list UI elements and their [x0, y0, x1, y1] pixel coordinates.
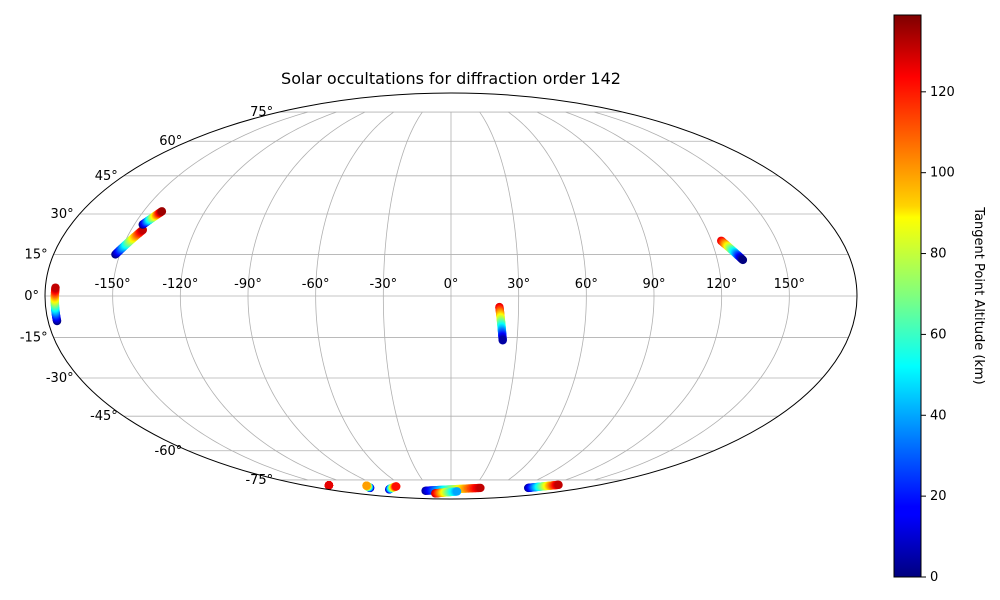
colorbar-tick-label: 80: [930, 247, 947, 262]
lat-tick-label: -45°: [90, 409, 118, 424]
scatter-point: [498, 336, 507, 345]
colorbar-tick-label: 120: [930, 85, 955, 100]
colorbar: [893, 14, 922, 578]
lat-tick-label: 15°: [25, 247, 48, 262]
lon-tick-label: -150°: [95, 277, 131, 292]
lat-tick-label: 75°: [250, 105, 273, 120]
lat-tick-label: 45°: [95, 169, 118, 184]
colorbar-tick-label: 0: [930, 570, 938, 585]
lon-tick-label: 60°: [575, 277, 598, 292]
lat-tick-label: -15°: [20, 331, 48, 346]
lat-tick-label: -75°: [245, 473, 273, 488]
scatter-point: [392, 482, 401, 491]
lon-tick-label: -90°: [234, 277, 262, 292]
scatter-point: [554, 480, 563, 490]
grid-lines: [45, 111, 857, 481]
longitude-tick-labels: -150° -120° -90° -60° -30° 0° 30° 60° 90° 120° 150…: [95, 277, 805, 292]
lon-tick-label: 90°: [642, 277, 665, 292]
colorbar-tick-label: 60: [930, 327, 947, 342]
latitude-tick-labels: 75° 60° 45° 30° 15° 0° -15° -30° -45° -60° -75°: [20, 105, 273, 488]
colorbar-tick-label: 20: [930, 489, 947, 504]
lon-tick-label: -30°: [369, 277, 397, 292]
colorbar-ticks: 0 20 40 60 80 100 120: [921, 85, 955, 585]
colorbar-tick-label: 100: [930, 166, 955, 181]
lon-tick-label: 30°: [507, 277, 530, 292]
lon-tick-label: 0°: [444, 277, 459, 292]
scatter-point: [452, 487, 462, 496]
lat-tick-label: -30°: [46, 371, 74, 386]
lon-tick-label: 120°: [706, 277, 737, 292]
lat-tick-label: 30°: [51, 207, 74, 222]
lon-tick-label: 150°: [774, 277, 805, 292]
chart-title: Solar occultations for diffraction order…: [281, 69, 621, 88]
lat-tick-label: -60°: [155, 444, 183, 459]
lon-tick-label: -60°: [302, 277, 330, 292]
lon-tick-label: -120°: [162, 277, 198, 292]
scatter-point: [738, 255, 748, 265]
plot-boundary: [44, 92, 858, 500]
scatter-point: [476, 483, 485, 493]
scatter-point: [324, 481, 334, 490]
scatter-point: [157, 207, 167, 216]
colorbar-label: Tangent Point Altitude (km): [971, 206, 986, 384]
lat-tick-label: 0°: [24, 289, 39, 304]
colorbar-tick-label: 40: [930, 408, 947, 423]
data-marks: [50, 207, 748, 498]
lat-tick-label: 60°: [159, 134, 182, 149]
scatter-point: [51, 283, 60, 292]
scatter-point: [362, 481, 371, 490]
